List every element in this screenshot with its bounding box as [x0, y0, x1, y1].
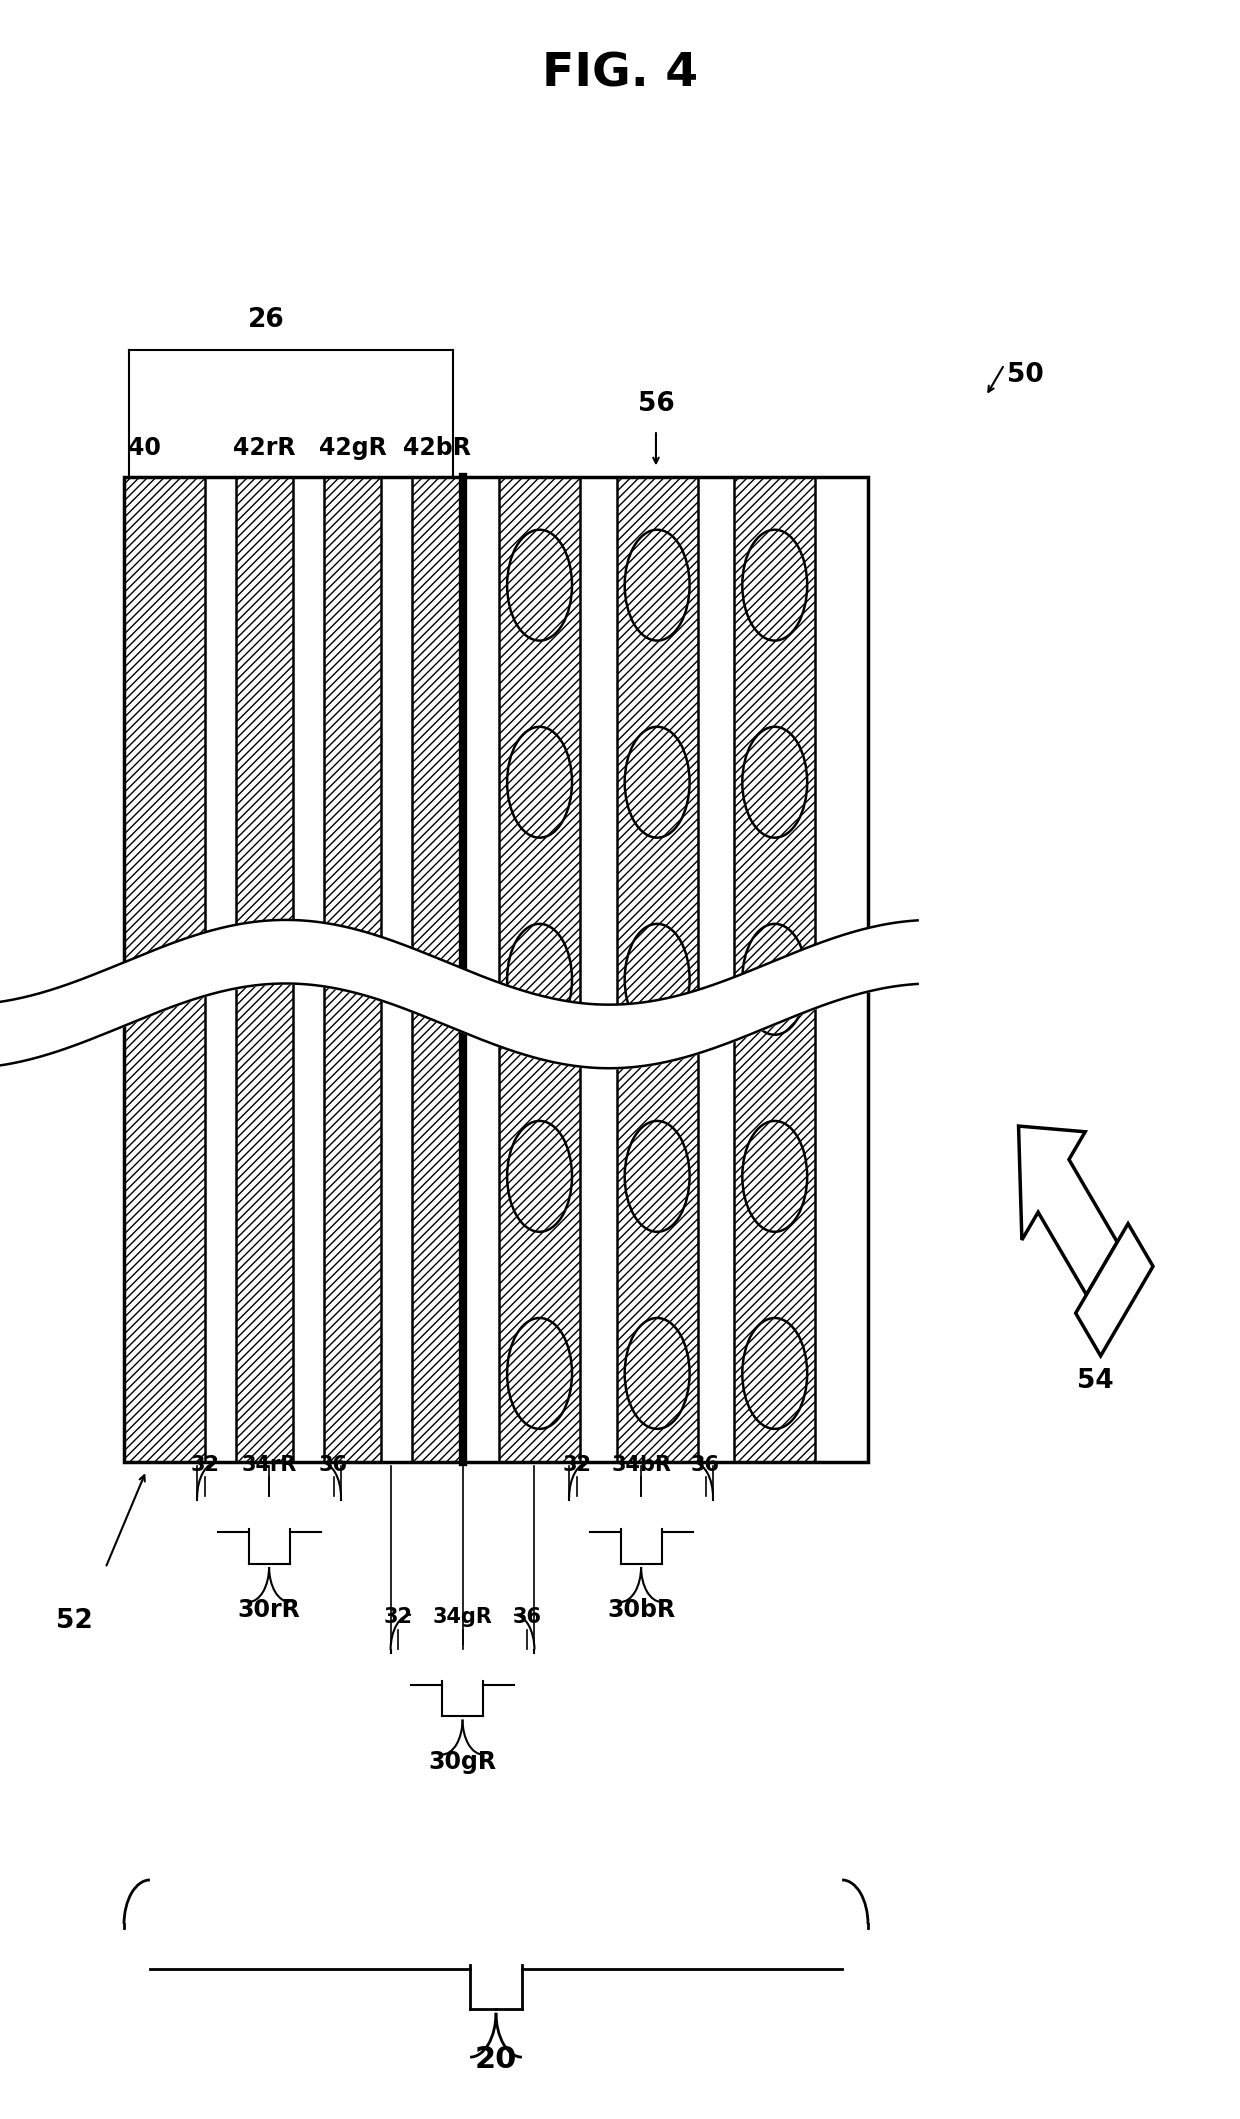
Text: 26: 26: [248, 307, 284, 333]
Text: 40: 40: [128, 437, 161, 460]
Polygon shape: [1075, 1223, 1153, 1356]
Bar: [815, 477, 868, 1462]
Text: 32: 32: [562, 1456, 591, 1475]
Bar: [616, 477, 698, 1462]
Text: 34bR: 34bR: [611, 1456, 671, 1475]
Text: FIG. 4: FIG. 4: [542, 51, 698, 97]
Bar: [381, 477, 412, 1462]
Bar: [294, 477, 324, 1462]
Text: 42rR: 42rR: [233, 437, 295, 460]
Text: 36: 36: [319, 1456, 348, 1475]
Text: 30rR: 30rR: [238, 1598, 300, 1621]
Text: 42gR: 42gR: [319, 437, 387, 460]
Text: 20: 20: [475, 2045, 517, 2075]
Bar: [698, 477, 734, 1462]
Text: 50: 50: [1007, 362, 1044, 388]
Bar: [412, 477, 463, 1462]
Bar: [124, 477, 868, 1462]
Text: 34rR: 34rR: [242, 1456, 296, 1475]
Text: 52: 52: [56, 1608, 93, 1634]
Text: 34gR: 34gR: [433, 1608, 492, 1627]
Text: 36: 36: [512, 1608, 542, 1627]
Bar: [734, 477, 815, 1462]
Text: 30gR: 30gR: [429, 1750, 496, 1774]
Text: 32: 32: [190, 1456, 219, 1475]
Text: 54: 54: [1076, 1369, 1114, 1394]
Bar: [124, 477, 206, 1462]
Text: 56: 56: [637, 392, 675, 417]
Bar: [124, 477, 868, 1462]
Text: 32: 32: [383, 1608, 413, 1627]
Bar: [498, 477, 580, 1462]
Bar: [206, 477, 236, 1462]
Text: 36: 36: [691, 1456, 720, 1475]
Bar: [236, 477, 293, 1462]
Bar: [463, 477, 498, 1462]
Text: 30bR: 30bR: [608, 1598, 675, 1621]
Bar: [324, 477, 381, 1462]
Polygon shape: [1018, 1125, 1117, 1295]
Bar: [580, 477, 616, 1462]
Text: 42bR: 42bR: [403, 437, 471, 460]
